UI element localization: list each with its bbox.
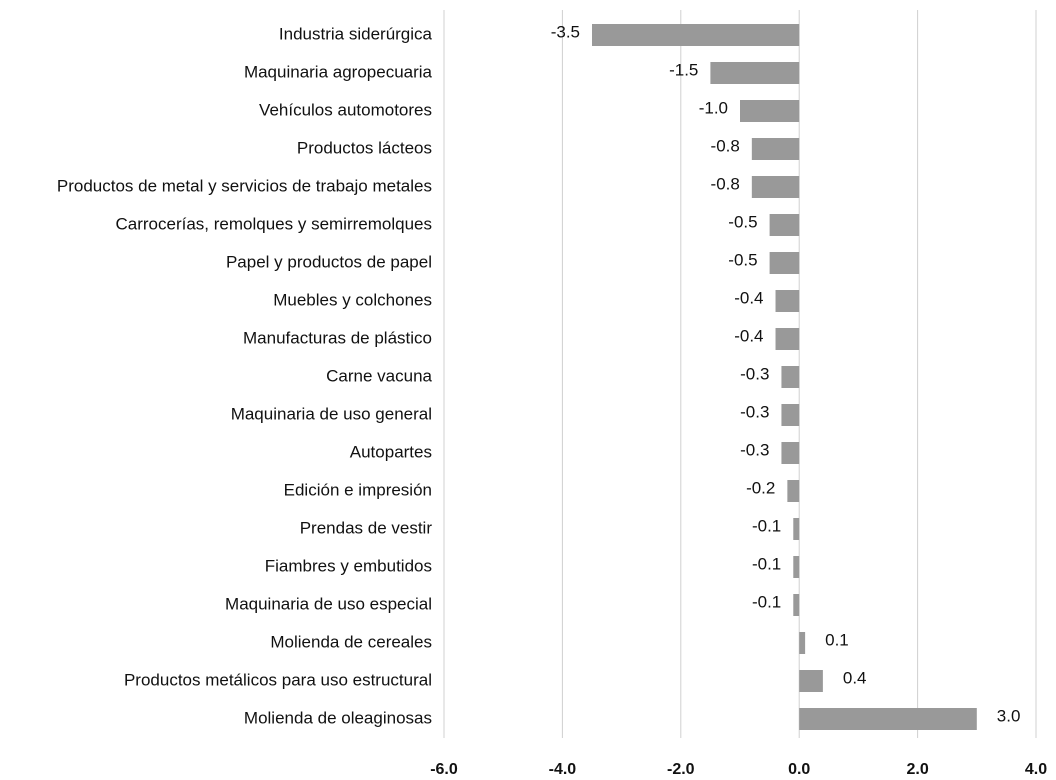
bar [799, 632, 806, 654]
x-tick-label: -6.0 [430, 761, 458, 778]
value-label: -0.5 [728, 250, 757, 269]
category-label: Maquinaria de uso general [231, 404, 432, 423]
bar [781, 366, 800, 388]
category-label: Productos metálicos para uso estructural [124, 670, 432, 689]
bar [793, 594, 800, 616]
bar [781, 442, 800, 464]
value-label: -0.3 [740, 364, 769, 383]
value-label: -0.5 [728, 212, 757, 231]
category-label: Productos de metal y servicios de trabaj… [57, 176, 432, 195]
value-label: -0.1 [752, 516, 781, 535]
bar [781, 404, 800, 426]
bar [775, 290, 800, 312]
bar [793, 518, 800, 540]
bar [775, 328, 800, 350]
category-label: Maquinaria agropecuaria [244, 62, 433, 81]
category-label: Prendas de vestir [300, 518, 433, 537]
x-tick-label: 0.0 [788, 761, 810, 778]
value-label: -0.1 [752, 554, 781, 573]
category-label: Manufacturas de plástico [243, 328, 432, 347]
category-label: Carrocerías, remolques y semirremolques [116, 214, 433, 233]
value-label: -0.3 [740, 440, 769, 459]
value-label: -0.8 [711, 136, 740, 155]
value-label: 0.4 [843, 668, 867, 687]
category-label: Edición e impresión [284, 480, 432, 499]
bar [787, 480, 800, 502]
category-label: Muebles y colchones [273, 290, 432, 309]
bar [799, 708, 977, 730]
category-label: Autopartes [350, 442, 432, 461]
category-label: Maquinaria de uso especial [225, 594, 432, 613]
x-tick-label: 4.0 [1025, 761, 1047, 778]
value-label: -0.3 [740, 402, 769, 421]
value-label: -0.4 [734, 288, 763, 307]
bar [751, 176, 800, 198]
value-label: -3.5 [551, 22, 580, 41]
value-label: -0.8 [711, 174, 740, 193]
bar [769, 252, 800, 274]
bar [769, 214, 800, 236]
category-label: Molienda de oleaginosas [244, 708, 432, 727]
x-tick-label: -2.0 [667, 761, 695, 778]
value-label: -0.1 [752, 592, 781, 611]
bar [751, 138, 800, 160]
value-label: 3.0 [997, 706, 1021, 725]
bar [799, 670, 823, 692]
x-tick-label: 2.0 [906, 761, 928, 778]
category-label: Vehículos automotores [259, 100, 432, 119]
value-label: -0.2 [746, 478, 775, 497]
value-label: 0.1 [825, 630, 849, 649]
value-label: -1.5 [669, 60, 698, 79]
bar [710, 62, 800, 84]
category-label: Fiambres y embutidos [265, 556, 432, 575]
category-label: Carne vacuna [326, 366, 432, 385]
bar [740, 100, 800, 122]
bar [592, 24, 800, 46]
value-label: -1.0 [699, 98, 728, 117]
value-label: -0.4 [734, 326, 763, 345]
category-label: Papel y productos de papel [226, 252, 432, 271]
bar [793, 556, 800, 578]
category-label: Molienda de cereales [270, 632, 432, 651]
x-tick-label: -4.0 [549, 761, 577, 778]
category-label: Productos lácteos [297, 138, 432, 157]
category-label: Industria siderúrgica [279, 24, 433, 43]
